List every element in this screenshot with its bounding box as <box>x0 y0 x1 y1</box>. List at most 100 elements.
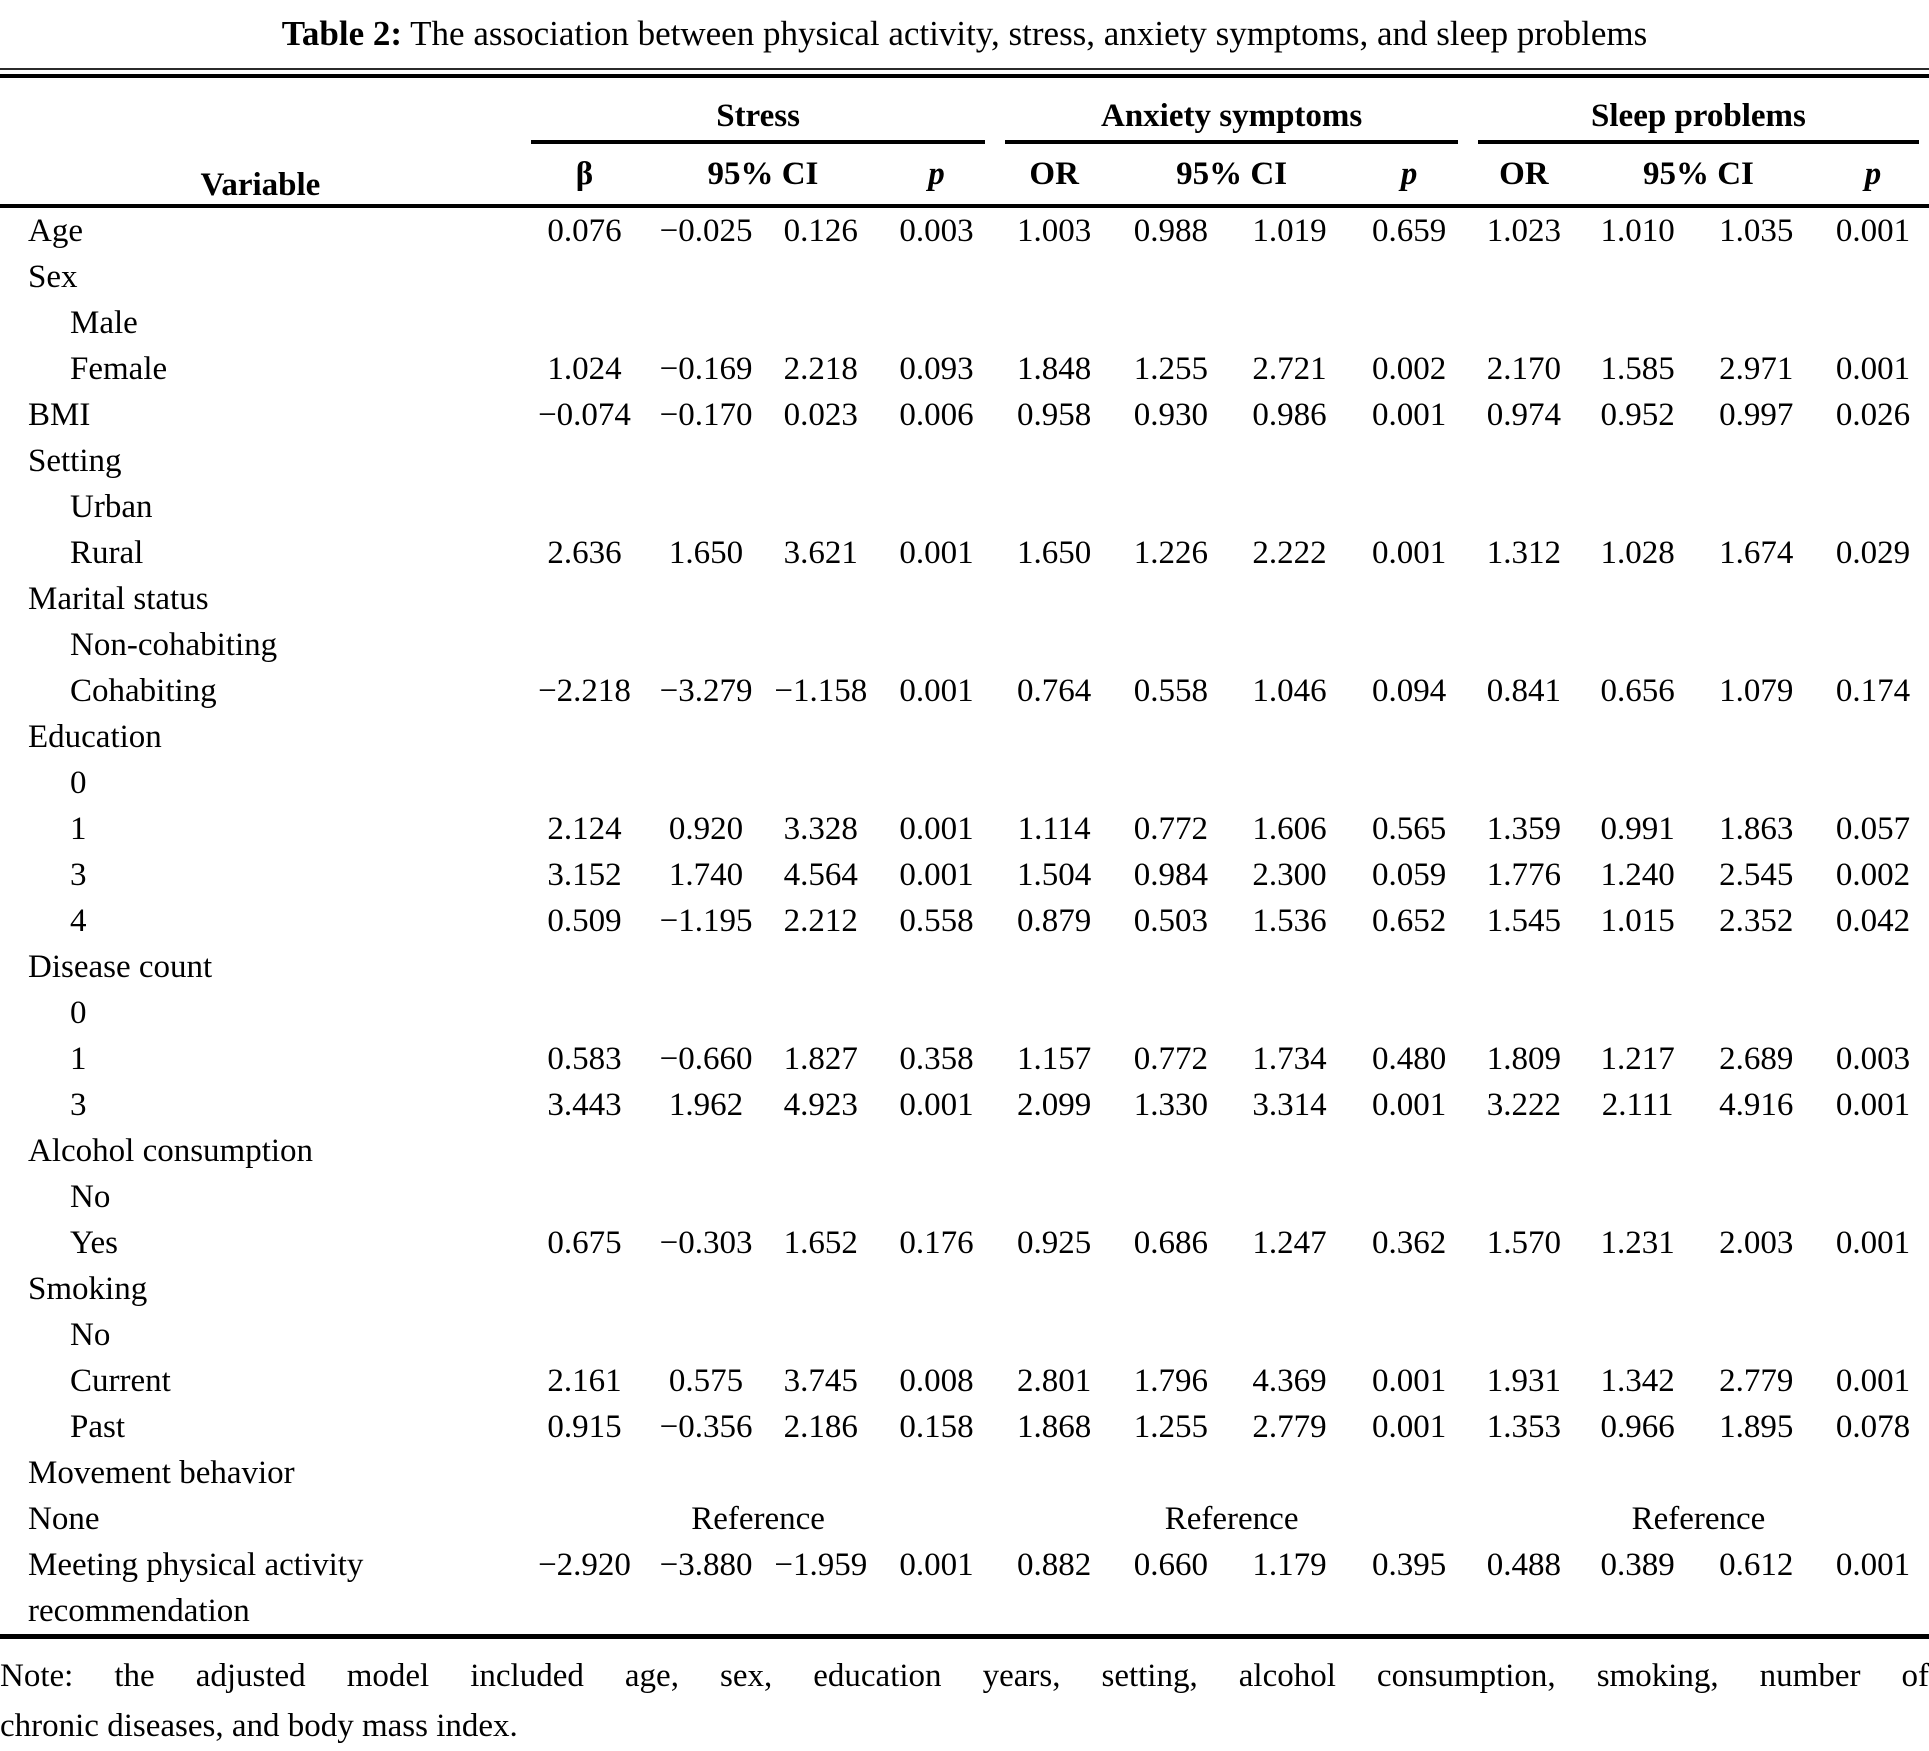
col-header-sleep-ci: 95% CI <box>1579 144 1818 208</box>
value-cell: 0.093 <box>899 351 974 387</box>
value-cell: 1.226 <box>1133 535 1208 571</box>
value-cell <box>1468 714 1580 760</box>
value-cell: 0.509 <box>547 903 622 939</box>
table-row: Movement behavior <box>0 1450 1929 1496</box>
value-cell: 1.114 <box>1017 811 1091 847</box>
value-cell <box>1696 760 1818 806</box>
value-cell: −1.959 <box>774 1547 868 1583</box>
value-cell <box>1696 1128 1818 1174</box>
value-cell <box>1113 1450 1229 1496</box>
value-cell <box>995 1312 1113 1358</box>
group-header-sleep: Sleep problems <box>1468 78 1929 144</box>
value-cell: 0.958 <box>1017 397 1092 433</box>
reference-cell: Reference <box>691 1501 825 1537</box>
value-cell: 3.745 <box>783 1363 858 1399</box>
value-cell: 1.353 <box>1486 1409 1561 1445</box>
row-label: Meeting physical activity recommendation <box>28 1547 364 1629</box>
value-cell: 0.686 <box>1133 1225 1208 1261</box>
value-cell <box>648 1174 764 1220</box>
value-cell: 1.240 <box>1600 857 1675 893</box>
value-cell <box>648 760 764 806</box>
value-cell: 0.174 <box>1835 673 1911 709</box>
value-cell <box>1113 622 1229 668</box>
group-header-stress: Stress <box>521 78 996 144</box>
value-cell <box>1229 760 1351 806</box>
value-cell: 4.923 <box>783 1087 858 1123</box>
value-cell <box>1696 576 1818 622</box>
value-cell: 0.094 <box>1371 673 1447 709</box>
table-row: Setting <box>0 438 1929 484</box>
value-cell: 2.222 <box>1252 535 1327 571</box>
table-body: Age 0.076 −0.025 0.126 0.003 1.003 0.988 1.019 0… <box>0 206 1929 1634</box>
value-cell <box>995 300 1113 346</box>
value-cell: 1.217 <box>1600 1041 1675 1077</box>
value-cell <box>1817 484 1929 530</box>
value-cell: −0.356 <box>659 1409 753 1445</box>
value-cell: 3.314 <box>1252 1087 1327 1123</box>
value-cell: 2.721 <box>1252 351 1327 387</box>
value-cell: 2.186 <box>783 1409 858 1445</box>
value-cell <box>995 1266 1113 1312</box>
value-cell: 3.621 <box>783 535 858 571</box>
value-cell: 1.848 <box>1017 351 1092 387</box>
row-label: Movement behavior <box>28 1455 295 1491</box>
value-cell <box>878 760 996 806</box>
value-cell: 4.369 <box>1252 1363 1327 1399</box>
value-cell <box>648 254 764 300</box>
value-cell <box>521 300 648 346</box>
group-header-anxiety: Anxiety symptoms <box>995 78 1468 144</box>
value-cell <box>1696 622 1818 668</box>
value-cell: 1.231 <box>1600 1225 1675 1261</box>
value-cell: 0.078 <box>1835 1409 1911 1445</box>
row-label: Setting <box>28 443 122 479</box>
row-label: Urban <box>70 489 153 525</box>
value-cell <box>521 622 648 668</box>
value-cell: 0.001 <box>899 535 974 571</box>
value-cell <box>648 944 764 990</box>
row-label: BMI <box>28 397 91 433</box>
value-cell: 0.772 <box>1133 811 1208 847</box>
value-cell <box>1468 760 1580 806</box>
value-cell <box>1113 438 1229 484</box>
value-cell <box>1696 1312 1818 1358</box>
value-cell: 3.443 <box>547 1087 622 1123</box>
value-cell: 1.545 <box>1486 903 1561 939</box>
value-cell <box>764 438 878 484</box>
table-row: BMI −0.074 −0.170 0.023 0.006 0.958 0.930 0.986… <box>0 392 1929 438</box>
value-cell <box>1468 944 1580 990</box>
value-cell <box>521 990 648 1036</box>
value-cell <box>1468 438 1580 484</box>
table-row: 4 0.509 −1.195 2.212 0.558 0.879 0.503 1.536 0.6… <box>0 898 1929 944</box>
value-cell <box>1696 484 1818 530</box>
table-row: No <box>0 1312 1929 1358</box>
value-cell <box>764 1128 878 1174</box>
value-cell <box>1113 1128 1229 1174</box>
value-cell: 0.001 <box>1835 1363 1911 1399</box>
table-row: 1 2.124 0.920 3.328 0.001 1.114 0.772 1.606 0.56… <box>0 806 1929 852</box>
table-row: Education <box>0 714 1929 760</box>
value-cell: −0.303 <box>659 1225 753 1261</box>
value-cell <box>1350 622 1468 668</box>
value-cell <box>1817 944 1929 990</box>
value-cell <box>878 1128 996 1174</box>
value-cell: 1.652 <box>783 1225 858 1261</box>
value-cell: 0.675 <box>547 1225 622 1261</box>
value-cell: −0.169 <box>659 351 753 387</box>
value-cell <box>1696 944 1818 990</box>
value-cell: 1.028 <box>1600 535 1675 571</box>
value-cell: 1.255 <box>1133 1409 1208 1445</box>
value-cell <box>1468 1312 1580 1358</box>
value-cell <box>1817 300 1929 346</box>
value-cell: 0.001 <box>1835 213 1911 249</box>
value-cell <box>1468 1128 1580 1174</box>
value-cell <box>1350 1174 1468 1220</box>
value-cell: 0.656 <box>1600 673 1675 709</box>
value-cell <box>521 944 648 990</box>
value-cell: 2.779 <box>1719 1363 1794 1399</box>
col-header-beta: β <box>520 144 649 208</box>
value-cell <box>878 1266 996 1312</box>
value-cell <box>764 1266 878 1312</box>
value-cell <box>648 484 764 530</box>
row-label: 1 <box>70 1041 87 1077</box>
value-cell <box>764 990 878 1036</box>
